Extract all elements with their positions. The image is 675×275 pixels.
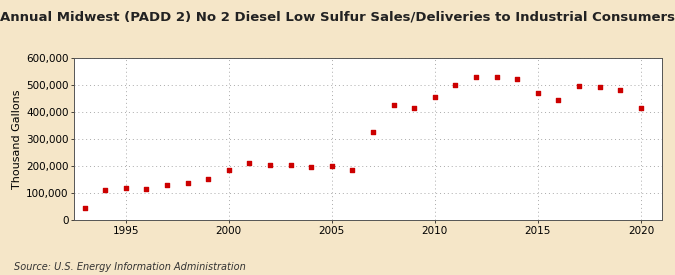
Point xyxy=(368,130,379,134)
Point xyxy=(161,183,172,187)
Point xyxy=(553,97,564,102)
Point xyxy=(533,91,543,95)
Point xyxy=(265,162,275,167)
Point xyxy=(491,75,502,79)
Point xyxy=(120,185,131,190)
Point xyxy=(512,77,522,82)
Point xyxy=(306,165,317,169)
Point xyxy=(244,161,254,166)
Point xyxy=(409,106,420,110)
Point xyxy=(574,84,585,88)
Point xyxy=(347,168,358,172)
Point xyxy=(615,88,626,92)
Point xyxy=(470,75,481,79)
Point xyxy=(141,187,152,191)
Point xyxy=(286,162,296,167)
Point xyxy=(388,103,399,107)
Point xyxy=(223,168,234,172)
Point xyxy=(202,177,213,182)
Text: Source: U.S. Energy Information Administration: Source: U.S. Energy Information Administ… xyxy=(14,262,245,272)
Y-axis label: Thousand Gallons: Thousand Gallons xyxy=(12,89,22,189)
Point xyxy=(182,181,193,186)
Point xyxy=(100,188,111,192)
Point xyxy=(594,85,605,90)
Point xyxy=(327,164,338,168)
Point xyxy=(450,82,461,87)
Point xyxy=(635,106,646,110)
Text: Annual Midwest (PADD 2) No 2 Diesel Low Sulfur Sales/Deliveries to Industrial Co: Annual Midwest (PADD 2) No 2 Diesel Low … xyxy=(0,11,675,24)
Point xyxy=(429,95,440,99)
Point xyxy=(79,206,90,210)
